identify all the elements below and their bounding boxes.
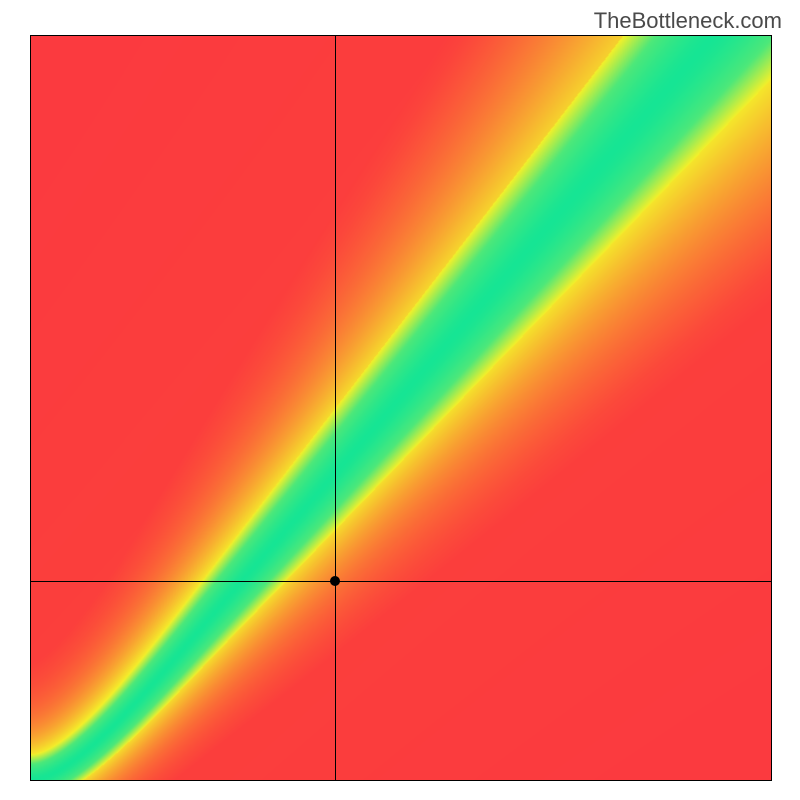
crosshair-horizontal <box>31 581 771 582</box>
watermark-text: TheBottleneck.com <box>594 8 782 34</box>
heatmap-canvas <box>31 36 771 780</box>
crosshair-point <box>330 576 340 586</box>
crosshair-vertical <box>335 36 336 780</box>
heatmap-plot <box>30 35 772 781</box>
